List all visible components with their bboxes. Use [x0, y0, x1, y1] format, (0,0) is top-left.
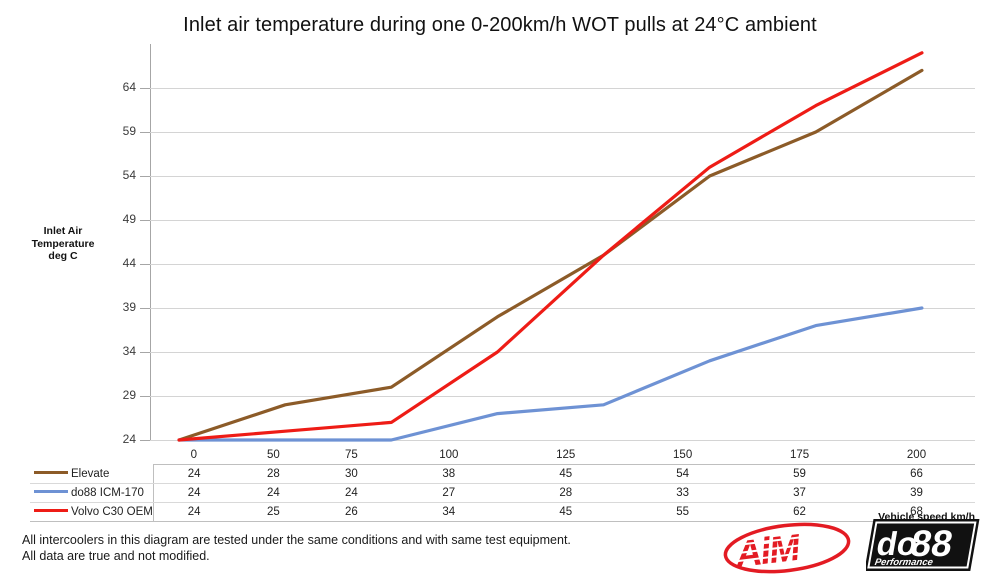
- y-axis-tick: [140, 440, 150, 441]
- y-axis-tick-label: 44: [122, 256, 136, 270]
- table-cell: 62: [741, 502, 859, 522]
- grid-line: [150, 220, 975, 221]
- grid-line: [150, 352, 975, 353]
- aim-logo: AiM: [723, 522, 851, 575]
- y-axis-tick: [140, 88, 150, 89]
- x-axis-tick-label: 75: [312, 446, 391, 465]
- table-header-corner: [30, 446, 153, 465]
- grid-line: [150, 308, 975, 309]
- table-cell: 24: [312, 483, 391, 503]
- table-cell: 26: [312, 502, 391, 522]
- legend-swatch-icon: [34, 509, 68, 513]
- table-cell: 55: [624, 502, 742, 522]
- svg-text:do: do: [874, 526, 921, 563]
- table-header-row: 0 50 75 100 125 150 175 200: [30, 446, 975, 465]
- y-axis-tick: [140, 308, 150, 309]
- x-axis-tick-label: 150: [624, 446, 742, 465]
- table-cell: 59: [741, 464, 859, 484]
- legend-label: Elevate: [71, 467, 110, 480]
- table-cell: 24: [153, 502, 235, 522]
- y-axis-tick-label: 54: [122, 168, 136, 182]
- svg-text:AiM: AiM: [732, 526, 803, 575]
- x-axis-tick-label: 200: [858, 446, 975, 465]
- plot-grid: [150, 44, 975, 441]
- y-axis-title-line-1: Inlet Air: [43, 225, 83, 237]
- series-line: [177, 68, 924, 442]
- series-line: [177, 306, 924, 442]
- table-cell: 38: [390, 464, 508, 484]
- table-cell: 28: [507, 483, 625, 503]
- y-axis-labels: 24 29 34 39 44 49 54 59 64: [92, 44, 136, 446]
- footer-note: All intercoolers in this diagram are tes…: [22, 532, 571, 564]
- x-axis-tick-label: 125: [507, 446, 625, 465]
- series-line: [177, 51, 924, 442]
- x-axis-tick-label: 175: [741, 446, 859, 465]
- series-lines: [177, 51, 924, 442]
- y-axis-tick: [140, 396, 150, 397]
- table-cell: 45: [507, 464, 625, 484]
- legend-label: Volvo C30 OEM: [71, 506, 153, 518]
- footer-line-1: All intercoolers in this diagram are tes…: [22, 533, 571, 547]
- table-cell: 37: [741, 483, 859, 503]
- y-axis-title-line-2: Temperature: [31, 237, 95, 250]
- y-axis-title-line-3: deg C: [48, 250, 78, 262]
- table-cell: 66: [858, 464, 975, 484]
- y-axis-tick-label: 24: [122, 432, 136, 446]
- y-axis-title: Inlet Air Temperature deg C: [24, 225, 102, 263]
- grid-line: [150, 264, 975, 265]
- table-row: do88 ICM-170 24 24 24 27 28 33 37 39: [30, 483, 975, 503]
- x-axis-tick-label: 50: [234, 446, 313, 465]
- legend-item[interactable]: Volvo C30 OEM: [30, 502, 154, 522]
- table-cell: 28: [234, 464, 313, 484]
- grid-line: [150, 88, 975, 89]
- y-axis-tick: [140, 352, 150, 353]
- y-axis-tick: [140, 132, 150, 133]
- legend-swatch-icon: [34, 471, 68, 475]
- table-cell: 33: [624, 483, 742, 503]
- y-axis-tick: [140, 264, 150, 265]
- footer-line-2: All data are true and not modified.: [22, 549, 210, 563]
- y-axis-tick: [140, 220, 150, 221]
- table-cell: 27: [390, 483, 508, 503]
- svg-text:88: 88: [908, 522, 956, 564]
- page-title: Inlet air temperature during one 0-200km…: [183, 14, 817, 36]
- table-cell: 39: [858, 483, 975, 503]
- grid-line: [150, 176, 975, 177]
- table-cell: 24: [234, 483, 313, 503]
- y-axis-tick-label: 29: [122, 388, 136, 402]
- y-axis-tick-label: 49: [122, 212, 136, 226]
- grid-line: [150, 132, 975, 133]
- x-axis-tick-label: 100: [390, 446, 508, 465]
- table-cell: 24: [153, 464, 235, 484]
- legend-swatch-icon: [34, 490, 68, 494]
- y-axis-tick-label: 39: [122, 300, 136, 314]
- y-axis-line: [150, 44, 151, 440]
- table-cell: 34: [390, 502, 508, 522]
- grid-line: [150, 396, 975, 397]
- do88-logo: do 88 Performance: [866, 519, 980, 571]
- y-axis-tick-label: 59: [122, 124, 136, 138]
- table-row: Volvo C30 OEM 24 25 26 34 45 55 62 68: [30, 502, 975, 522]
- legend-item[interactable]: do88 ICM-170: [30, 483, 154, 503]
- table-cell: 25: [234, 502, 313, 522]
- x-axis-tick-label: 0: [153, 446, 235, 465]
- table-cell: 54: [624, 464, 742, 484]
- legend-label: do88 ICM-170: [71, 487, 144, 499]
- svg-text:Performance: Performance: [874, 557, 935, 568]
- data-table: 0 50 75 100 125 150 175 200 Elevate 24 28 30 38 45 54 5…: [30, 446, 975, 522]
- table-cell: 24: [153, 483, 235, 503]
- y-axis-tick: [140, 176, 150, 177]
- table-cell: 45: [507, 502, 625, 522]
- y-axis-tick-label: 34: [122, 344, 136, 358]
- grid-line: [150, 440, 975, 441]
- table-cell: 30: [312, 464, 391, 484]
- y-axis-tick-label: 64: [122, 80, 136, 94]
- legend-item[interactable]: Elevate: [30, 464, 154, 484]
- table-row: Elevate 24 28 30 38 45 54 59 66: [30, 464, 975, 484]
